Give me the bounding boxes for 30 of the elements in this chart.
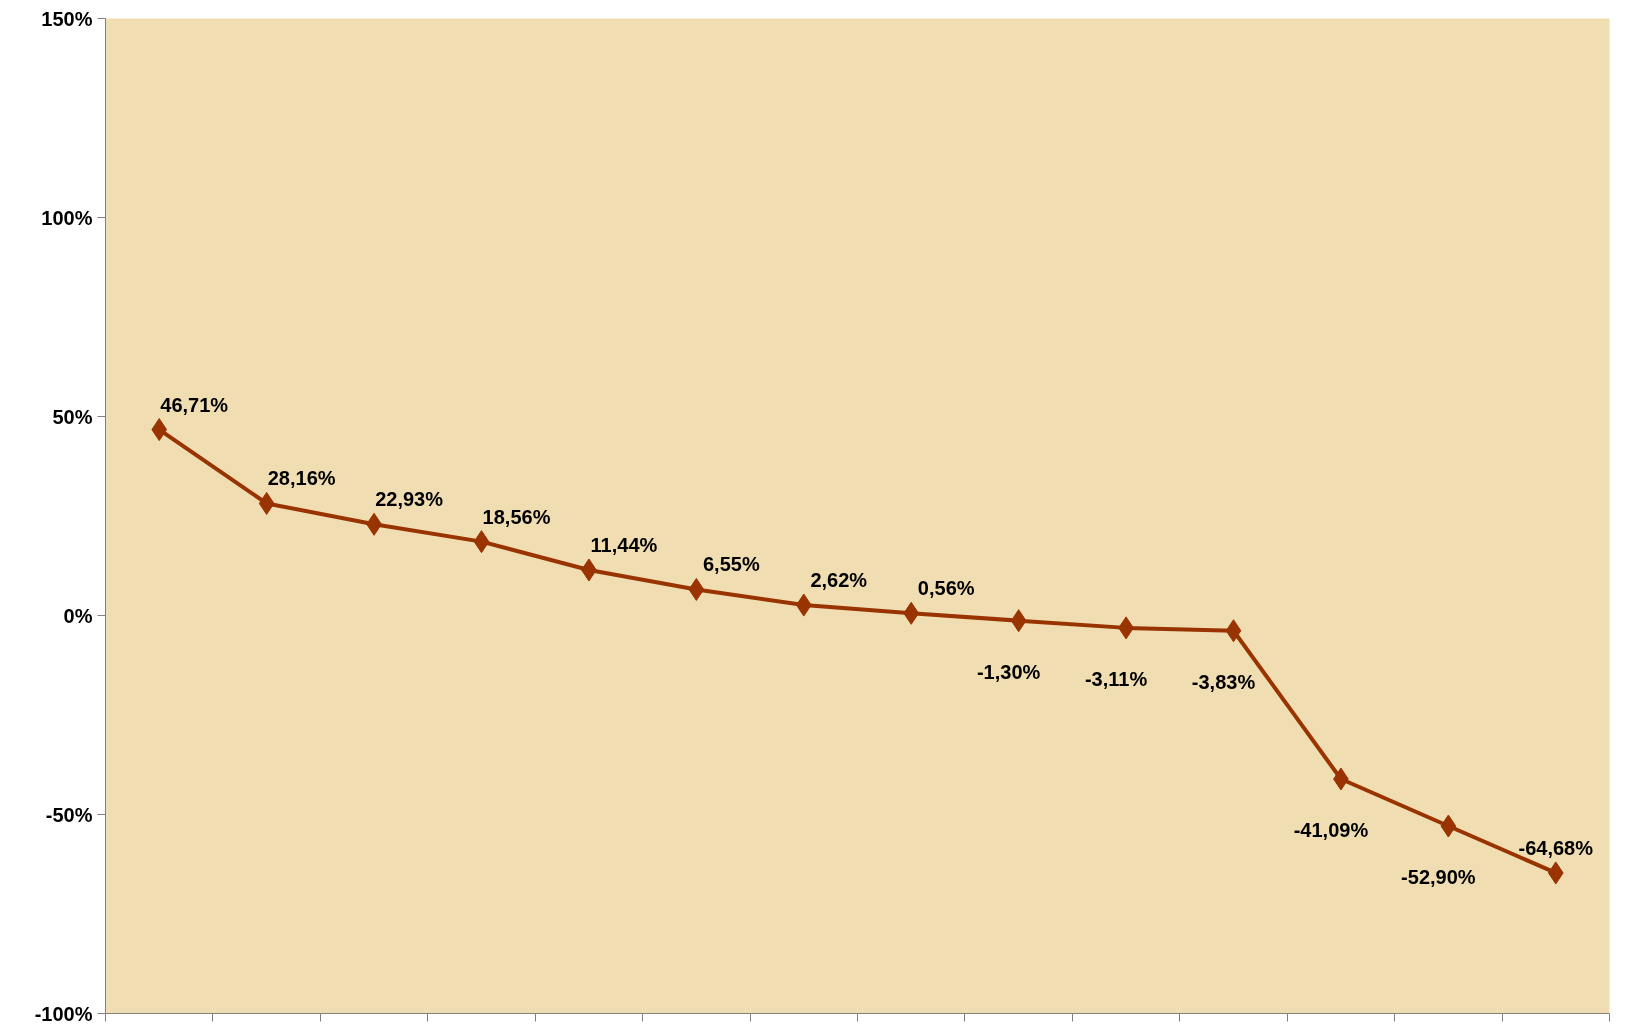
data-label: -41,09%	[1293, 819, 1369, 842]
y-tick-label: 100%	[41, 206, 93, 229]
data-label: 18,56%	[482, 505, 551, 528]
point	[903, 601, 920, 625]
data-label: 11,44%	[590, 533, 658, 556]
y-tick-label: 50%	[52, 405, 93, 428]
data-label: -64,68%	[1518, 836, 1594, 859]
point	[1225, 619, 1242, 643]
point	[473, 530, 490, 554]
point	[258, 491, 275, 515]
data-label: 46,71%	[160, 393, 229, 416]
y-tick-label: -100%	[34, 1002, 93, 1025]
point	[1010, 609, 1027, 633]
data-label: -3,11%	[1084, 667, 1148, 690]
y-tick-label: 150%	[41, 7, 93, 30]
y-tick-label: -50%	[45, 803, 93, 826]
data-label: 28,16%	[267, 467, 336, 490]
point	[688, 577, 705, 601]
y-tick-label: 0%	[63, 604, 93, 627]
data-label: -52,90%	[1401, 866, 1476, 889]
data-label: -1,30%	[976, 660, 1041, 683]
data-label: -3,83%	[1191, 670, 1256, 693]
data-label: 6,55%	[703, 553, 760, 576]
data-label: 0,56%	[917, 577, 975, 600]
point	[151, 418, 168, 442]
data-label: 22,93%	[375, 488, 444, 511]
point	[1547, 861, 1564, 885]
data-label: 2,62%	[810, 569, 868, 592]
point	[1440, 814, 1457, 838]
point	[795, 593, 812, 617]
